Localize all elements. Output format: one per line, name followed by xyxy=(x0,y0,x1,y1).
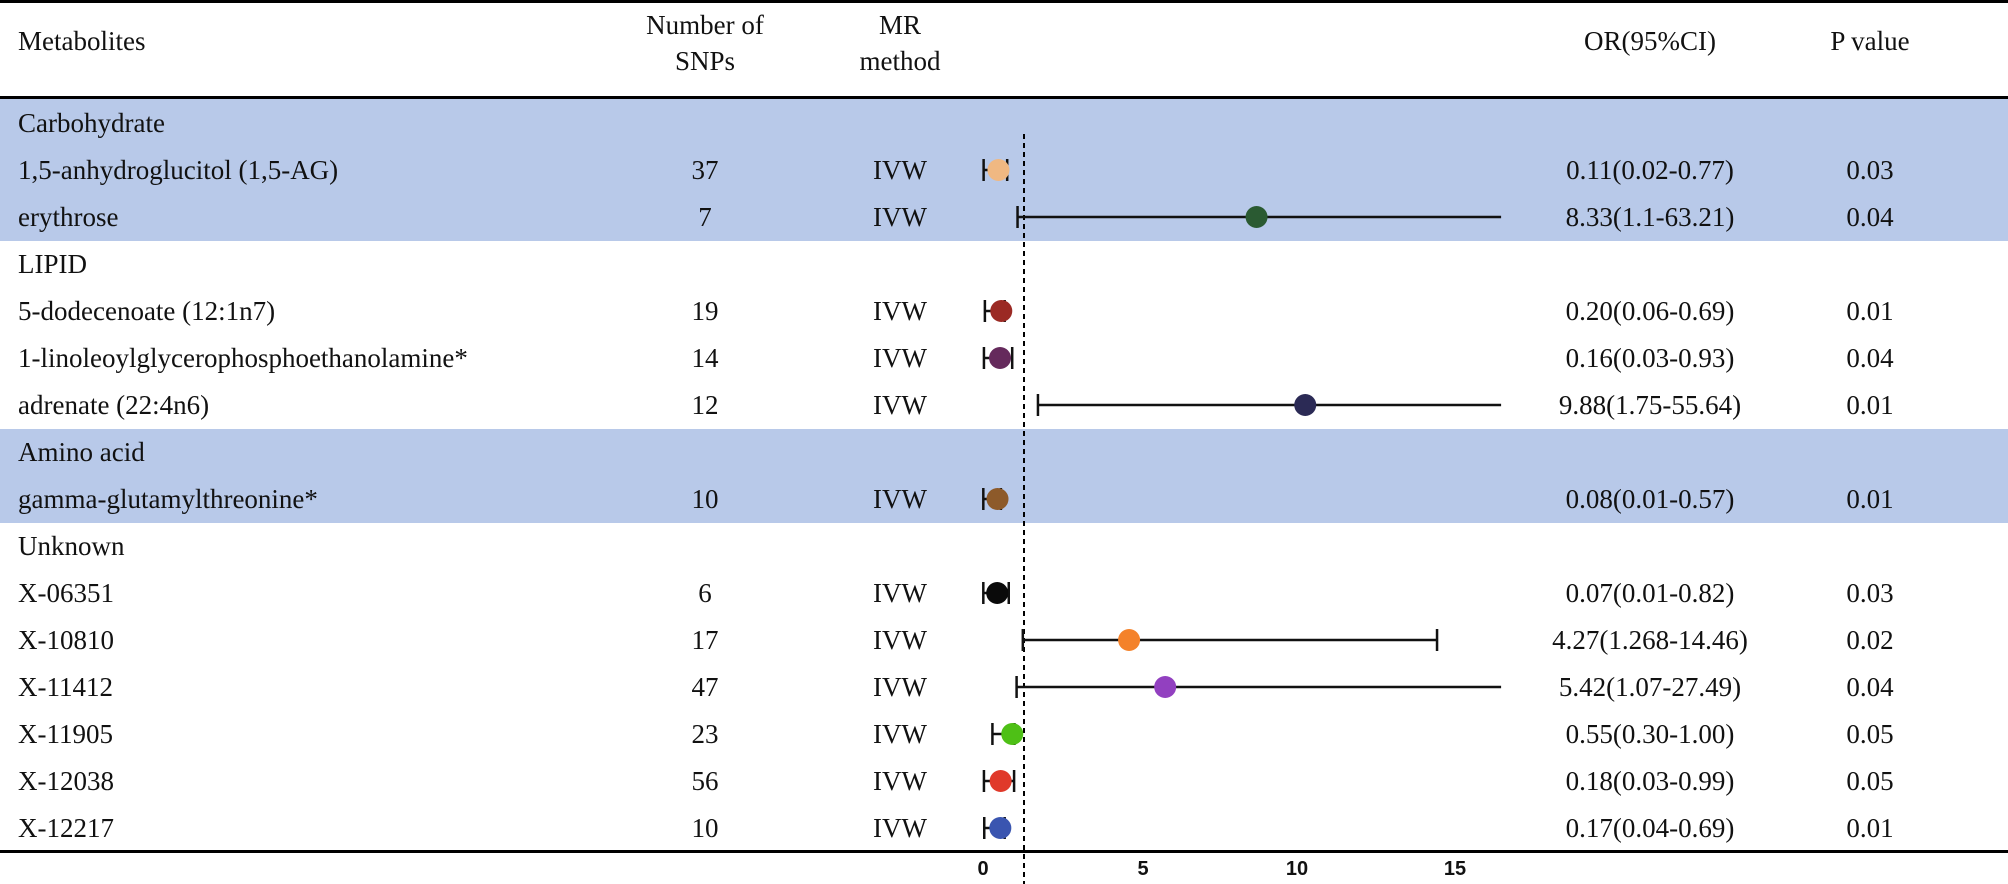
table-row: erythrose 7 IVW 8.33(1.1-63.21) 0.04 xyxy=(0,194,2008,241)
p-value: 0.02 xyxy=(1846,625,1894,655)
snp-count: 56 xyxy=(691,766,719,796)
metabolite-name: adrenate (22:4n6) xyxy=(18,390,210,420)
x-tick-15: 15 xyxy=(1443,858,1467,880)
snp-count: 14 xyxy=(691,343,719,373)
p-value: 0.04 xyxy=(1846,343,1894,373)
header-p-value: P value xyxy=(1830,26,1910,56)
snp-count: 7 xyxy=(698,202,712,232)
snp-count: 10 xyxy=(691,484,719,514)
p-value: 0.04 xyxy=(1846,672,1894,702)
table-row: adrenate (22:4n6) 12 IVW 9.88(1.75-55.64… xyxy=(0,382,2008,429)
table-bottom-rule xyxy=(0,850,2008,853)
x-tick-10: 10 xyxy=(1285,858,1309,880)
group-label: LIPID xyxy=(18,249,87,279)
x-tick-5: 5 xyxy=(1137,858,1149,880)
mr-method: IVW xyxy=(873,484,927,514)
snp-count: 37 xyxy=(691,155,719,185)
metabolite-name: X-06351 xyxy=(18,578,114,608)
mr-method: IVW xyxy=(873,578,927,608)
p-value: 0.05 xyxy=(1846,719,1894,749)
table-row: X-10810 17 IVW 4.27(1.268-14.46) 0.02 xyxy=(0,617,2008,664)
group-row: Amino acid xyxy=(0,429,2008,476)
table-row: X-11412 47 IVW 5.42(1.07-27.49) 0.04 xyxy=(0,664,2008,711)
table-row: gamma-glutamylthreonine* 10 IVW 0.08(0.0… xyxy=(0,476,2008,523)
or-ci: 0.16(0.03-0.93) xyxy=(1565,343,1735,373)
p-value: 0.01 xyxy=(1846,813,1894,843)
table-row: 5-dodecenoate (12:1n7) 19 IVW 0.20(0.06-… xyxy=(0,288,2008,335)
mr-method: IVW xyxy=(873,625,927,655)
p-value: 0.01 xyxy=(1846,296,1894,326)
p-value: 0.04 xyxy=(1846,202,1894,232)
mr-method: IVW xyxy=(873,155,927,185)
table-row: X-12038 56 IVW 0.18(0.03-0.99) 0.05 xyxy=(0,758,2008,805)
group-label: Amino acid xyxy=(18,437,145,467)
metabolite-name: X-10810 xyxy=(18,625,114,655)
mr-method: IVW xyxy=(873,813,927,843)
mr-method: IVW xyxy=(873,343,927,373)
mr-method: IVW xyxy=(873,202,927,232)
or-ci: 0.20(0.06-0.69) xyxy=(1565,296,1735,326)
header-bottom-rule xyxy=(0,96,2008,99)
metabolite-name: X-12038 xyxy=(18,766,114,796)
or-ci: 0.11(0.02-0.77) xyxy=(1566,155,1734,185)
mr-method: IVW xyxy=(873,672,927,702)
mr-method: IVW xyxy=(873,766,927,796)
header-metabolites: Metabolites xyxy=(18,26,146,56)
snp-count: 23 xyxy=(691,719,719,749)
metabolite-name: 5-dodecenoate (12:1n7) xyxy=(18,296,276,326)
metabolite-name: gamma-glutamylthreonine* xyxy=(18,484,318,514)
group-row: Unknown xyxy=(0,523,2008,570)
p-value: 0.03 xyxy=(1846,155,1894,185)
header-method-line2: method xyxy=(859,46,941,76)
x-tick-0: 0 xyxy=(977,858,989,880)
snp-count: 10 xyxy=(691,813,719,843)
mr-method: IVW xyxy=(873,719,927,749)
p-value: 0.01 xyxy=(1846,390,1894,420)
header-method-line1: MR xyxy=(878,10,922,40)
header-snps-line2: SNPs xyxy=(674,46,736,76)
metabolite-name: X-11412 xyxy=(18,672,113,702)
or-ci: 5.42(1.07-27.49) xyxy=(1558,672,1742,702)
header-or: OR(95%CI) xyxy=(1584,26,1716,56)
snp-count: 47 xyxy=(691,672,719,702)
group-label: Carbohydrate xyxy=(18,108,165,138)
or-ci: 0.08(0.01-0.57) xyxy=(1565,484,1735,514)
snp-count: 12 xyxy=(691,390,719,420)
metabolite-name: erythrose xyxy=(18,202,119,232)
metabolite-name: 1-linoleoylglycerophosphoethanolamine* xyxy=(18,343,468,373)
p-value: 0.03 xyxy=(1846,578,1894,608)
mr-method: IVW xyxy=(873,296,927,326)
p-value: 0.05 xyxy=(1846,766,1894,796)
header-snps-line1: Number of xyxy=(646,10,764,40)
snp-count: 6 xyxy=(698,578,712,608)
table-row: 1,5-anhydroglucitol (1,5-AG) 37 IVW 0.11… xyxy=(0,147,2008,194)
p-value: 0.01 xyxy=(1846,484,1894,514)
or-ci: 9.88(1.75-55.64) xyxy=(1558,390,1742,420)
or-ci: 4.27(1.268-14.46) xyxy=(1552,625,1748,655)
metabolite-name: X-11905 xyxy=(18,719,113,749)
table-row: X-06351 6 IVW 0.07(0.01-0.82) 0.03 xyxy=(0,570,2008,617)
table-row: X-11905 23 IVW 0.55(0.30-1.00) 0.05 xyxy=(0,711,2008,758)
snp-count: 17 xyxy=(691,625,719,655)
or-ci: 0.18(0.03-0.99) xyxy=(1565,766,1735,796)
group-label: Unknown xyxy=(18,531,125,561)
mr-method: IVW xyxy=(873,390,927,420)
group-row: Carbohydrate xyxy=(0,100,2008,147)
table-top-rule xyxy=(0,0,2008,3)
or-ci: 8.33(1.1-63.21) xyxy=(1565,202,1735,232)
or-ci: 0.07(0.01-0.82) xyxy=(1565,578,1735,608)
group-row: LIPID xyxy=(0,241,2008,288)
or-ci: 0.17(0.04-0.69) xyxy=(1565,813,1735,843)
metabolite-name: X-12217 xyxy=(18,813,114,843)
table-row: 1-linoleoylglycerophosphoethanolamine* 1… xyxy=(0,335,2008,382)
snp-count: 19 xyxy=(691,296,719,326)
or-ci: 0.55(0.30-1.00) xyxy=(1565,719,1735,749)
table-row: X-12217 10 IVW 0.17(0.04-0.69) 0.01 xyxy=(0,805,2008,852)
metabolite-name: 1,5-anhydroglucitol (1,5-AG) xyxy=(18,155,339,185)
